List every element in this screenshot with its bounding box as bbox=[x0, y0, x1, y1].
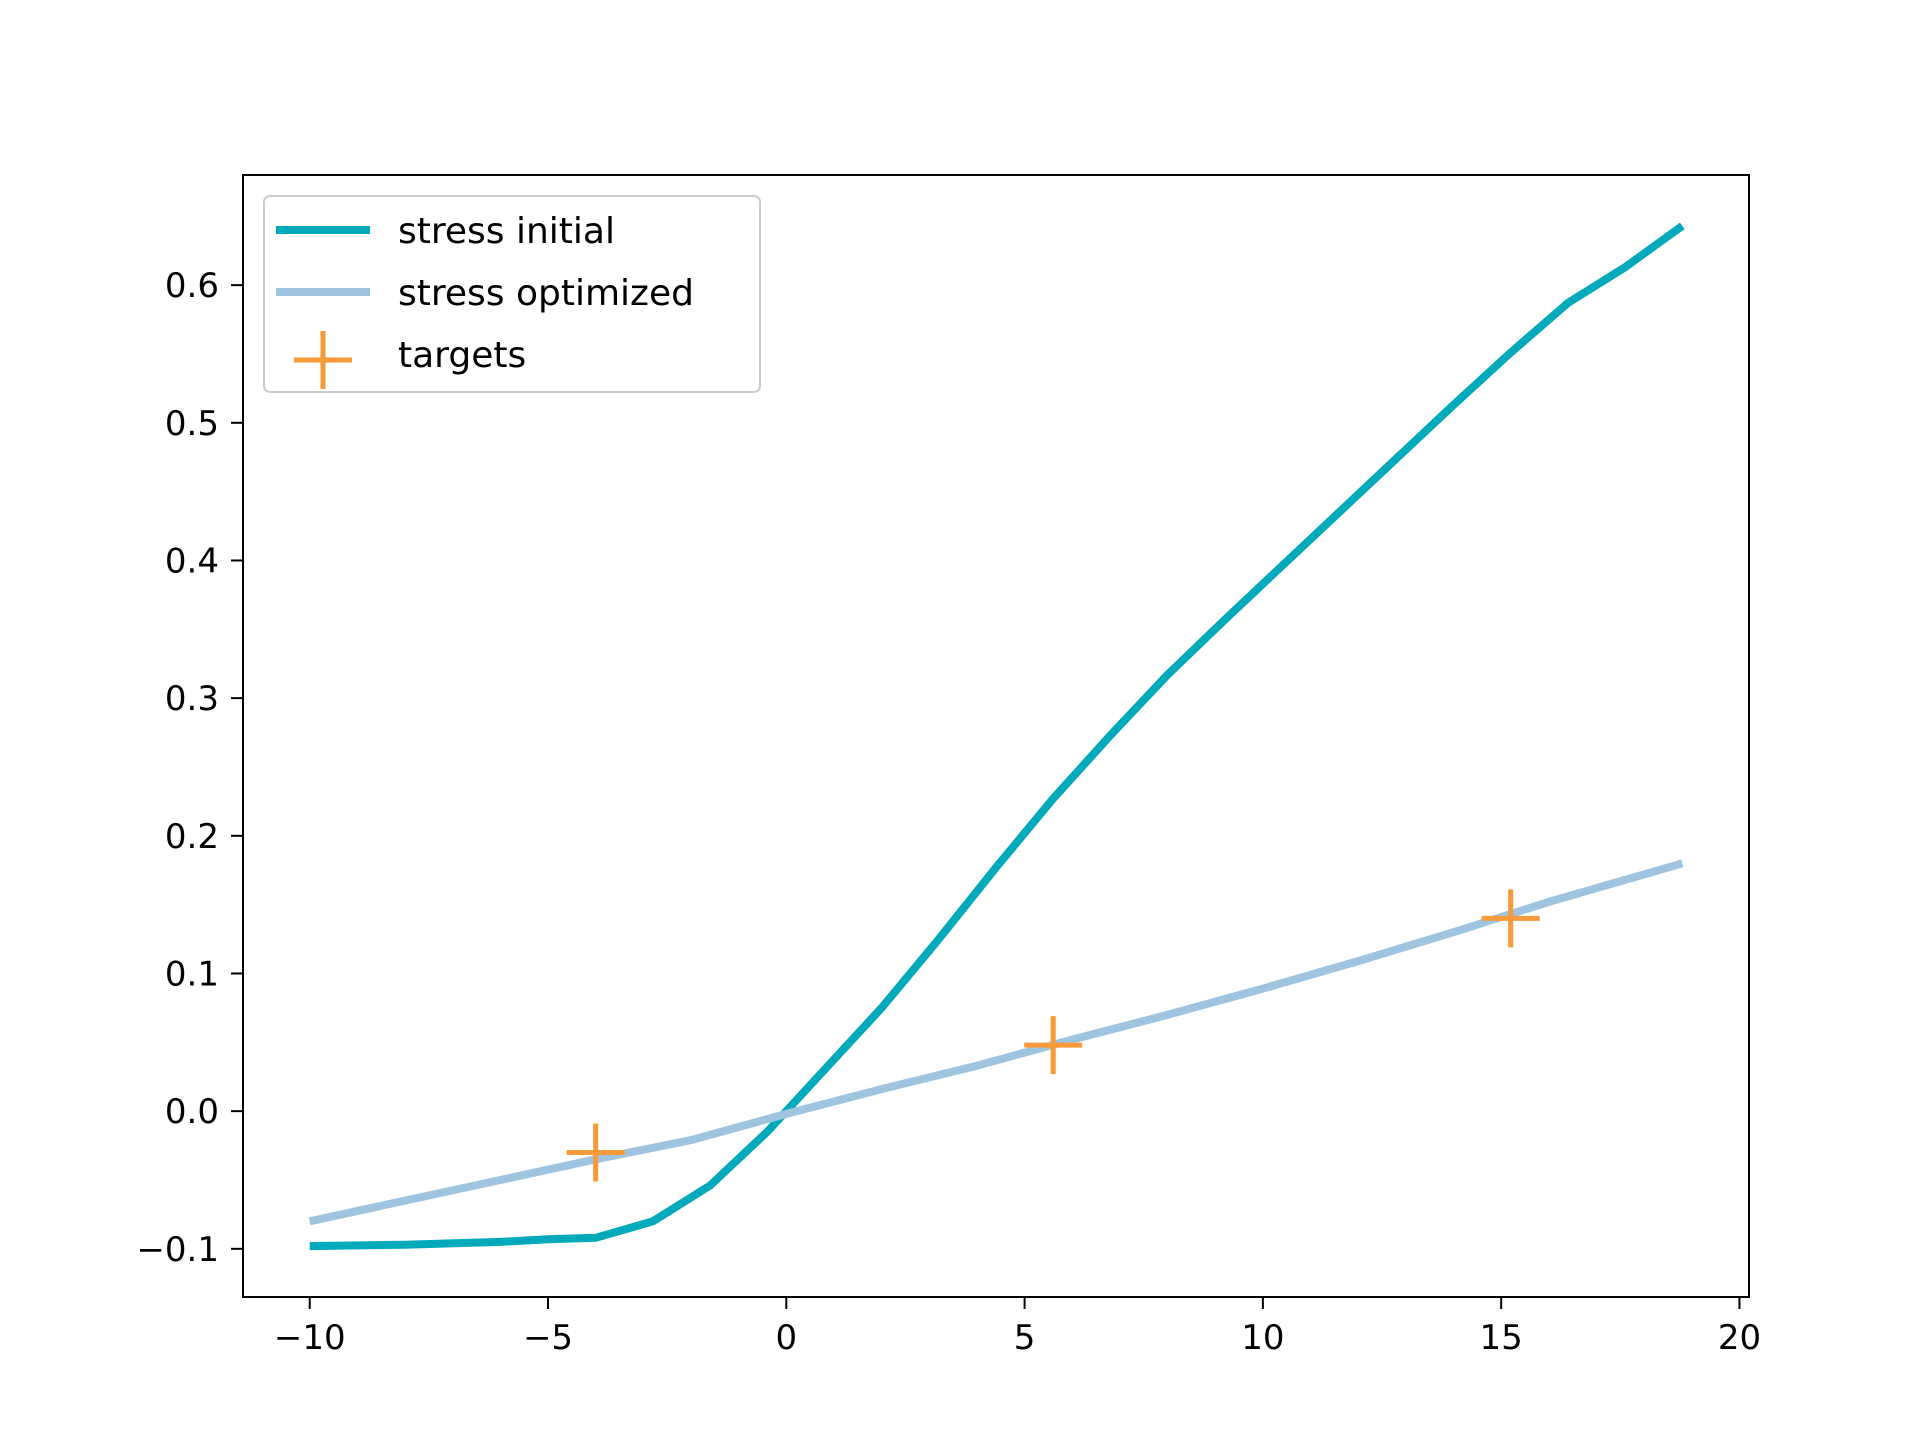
x-axis: −10 −5 0 5 10 15 20 bbox=[274, 1297, 1761, 1358]
legend-swatch bbox=[294, 331, 352, 389]
y-tick-label: 0.3 bbox=[165, 679, 219, 719]
target-marker bbox=[566, 1123, 625, 1182]
legend-entry: stress initial bbox=[276, 211, 615, 252]
series-line-0 bbox=[309, 222, 1685, 1251]
x-tick-label: 10 bbox=[1241, 1318, 1284, 1358]
x-tick-label: 20 bbox=[1718, 1318, 1761, 1358]
target-marker bbox=[1481, 889, 1540, 948]
legend-label: stress initial bbox=[398, 211, 615, 252]
plot-area bbox=[308, 222, 1685, 1251]
y-axis: −0.1 0.0 0.1 0.2 0.3 0.4 0.5 0.6 bbox=[136, 266, 243, 1270]
legend-entry: stress optimized bbox=[276, 273, 694, 314]
y-tick-label: 0.1 bbox=[165, 954, 219, 994]
axes-frame bbox=[242, 174, 1750, 1298]
legend-label: targets bbox=[398, 335, 526, 376]
y-tick-label: 0.2 bbox=[165, 817, 219, 857]
y-tick-label: 0.5 bbox=[165, 404, 219, 444]
x-tick-label: 15 bbox=[1480, 1318, 1523, 1358]
legend-label: stress optimized bbox=[398, 273, 694, 314]
legend-entry: targets bbox=[294, 331, 526, 389]
y-tick-label: 0.4 bbox=[165, 541, 219, 581]
x-tick-label: −5 bbox=[523, 1318, 573, 1358]
y-tick-label: 0.0 bbox=[165, 1092, 219, 1132]
x-tick-label: 5 bbox=[1014, 1318, 1036, 1358]
x-tick-label: 0 bbox=[775, 1318, 797, 1358]
y-tick-label: 0.6 bbox=[165, 266, 219, 306]
x-tick-label: −10 bbox=[274, 1318, 346, 1358]
y-tick-label: −0.1 bbox=[136, 1230, 219, 1270]
legend-box bbox=[263, 195, 761, 393]
target-marker bbox=[1024, 1016, 1083, 1075]
legend: stress initial stress optimized targets bbox=[263, 195, 761, 393]
